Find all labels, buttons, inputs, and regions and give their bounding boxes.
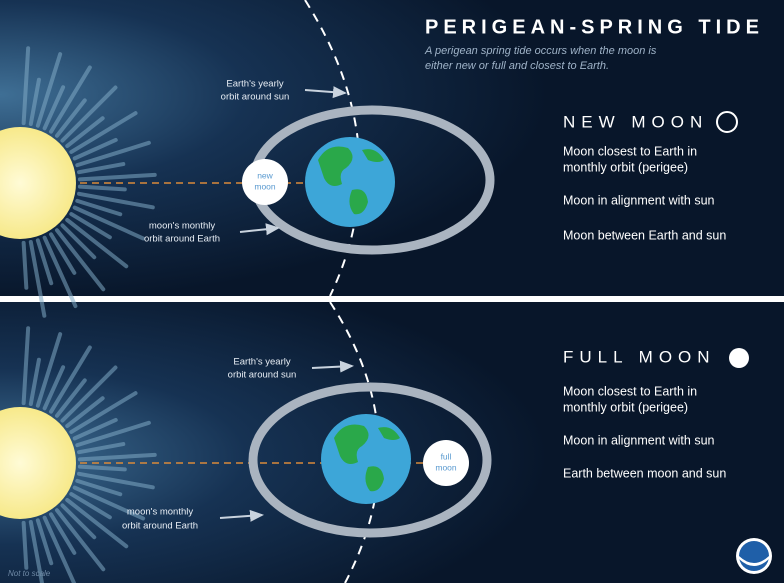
moon-label: moon [254, 181, 276, 191]
fact: Earth between moon and sun [563, 466, 726, 480]
moon-label: full [441, 451, 452, 461]
fact: Moon in alignment with sun [563, 193, 715, 207]
orbit-label: Earth's yearly [226, 79, 284, 90]
logo [739, 541, 769, 571]
subtitle: either new or full and closest to Earth. [425, 60, 609, 72]
sun-ray [24, 243, 27, 288]
orbit-label: Earth's yearly [233, 357, 291, 368]
heading: NEW MOON [563, 112, 708, 131]
fact: Moon in alignment with sun [563, 433, 715, 447]
infographic: new moon Earth's yearly orbit around sun… [0, 0, 784, 583]
full-moon-icon [729, 348, 749, 368]
fact: Moon between Earth and sun [563, 228, 726, 242]
sun-ray [80, 187, 125, 190]
sun-ray [80, 467, 125, 470]
subtitle: A perigean spring tide occurs when the m… [424, 45, 657, 57]
orbit-label: moon's monthly [149, 221, 215, 232]
moon-label: moon [435, 462, 457, 472]
moon-label: new [257, 170, 273, 180]
divider [0, 296, 784, 302]
orbit-label: orbit around Earth [144, 234, 220, 245]
heading: FULL MOON [563, 347, 716, 366]
earth [321, 414, 411, 504]
fact: Moon closest to Earth in [563, 384, 697, 398]
fact: Moon closest to Earth in [563, 144, 697, 158]
orbit-label: orbit around Earth [122, 521, 198, 532]
orbit-label: moon's monthly [127, 507, 193, 518]
sun-ray [24, 523, 27, 568]
fact: monthly orbit (perigee) [563, 160, 688, 174]
orbit-label: orbit around sun [228, 370, 297, 381]
footnote: Not to scale [8, 569, 51, 578]
title: PERIGEAN-SPRING TIDE [425, 16, 764, 38]
fact: monthly orbit (perigee) [563, 400, 688, 414]
orbit-label: orbit around sun [221, 92, 290, 103]
